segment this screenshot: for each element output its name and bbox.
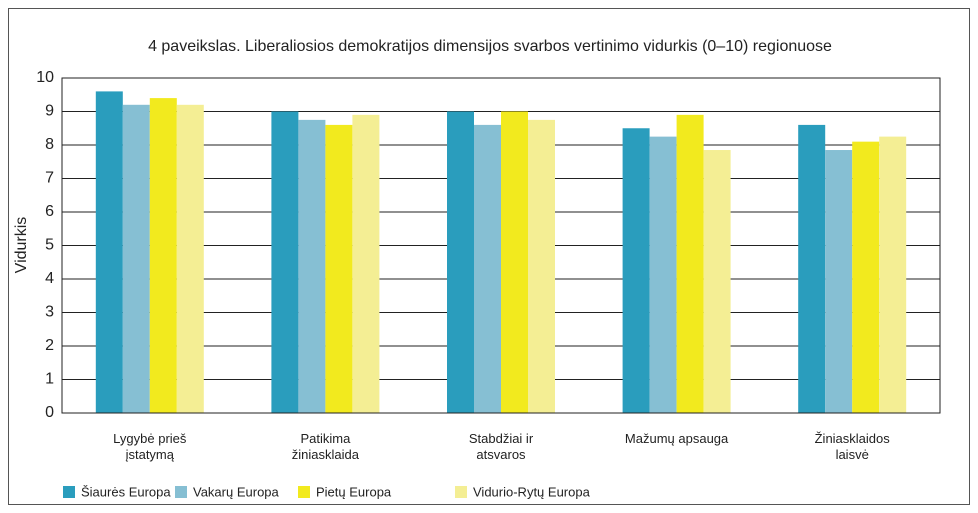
- legend-label: Šiaurės Europa: [81, 484, 171, 499]
- legend-label: Vakarų Europa: [193, 484, 280, 499]
- chart-title: 4 paveikslas. Liberaliosios demokratijos…: [148, 38, 832, 55]
- y-tick-label: 3: [45, 304, 54, 321]
- legend-swatch: [175, 486, 187, 498]
- legend-swatch: [455, 486, 467, 498]
- bar: [676, 114, 704, 413]
- bar: [649, 136, 677, 413]
- y-tick-label: 7: [45, 170, 54, 187]
- y-tick-label: 2: [45, 337, 54, 354]
- bar: [149, 98, 177, 413]
- legend-label: Pietų Europa: [316, 484, 392, 499]
- bar: [352, 114, 380, 413]
- bar: [501, 111, 528, 413]
- bar: [703, 150, 731, 413]
- bar: [447, 111, 474, 413]
- y-tick-label: 8: [45, 136, 54, 153]
- bar: [798, 124, 826, 414]
- bar: [298, 119, 326, 413]
- x-tick-label: Lygybė prieš įstatymą: [113, 431, 187, 462]
- bar: [122, 104, 150, 414]
- bar: [474, 124, 501, 414]
- y-tick-label: 5: [45, 237, 54, 254]
- bar: [176, 104, 204, 414]
- plot-border: [61, 77, 941, 414]
- x-tick-label: Mažumų apsauga: [624, 431, 729, 446]
- y-tick-label: 10: [36, 69, 54, 86]
- bar: [879, 136, 907, 413]
- bar: [528, 119, 555, 413]
- y-tick-label: 4: [45, 270, 54, 287]
- y-tick-label: 1: [45, 371, 54, 388]
- y-axis-label: Vidurkis: [13, 217, 30, 274]
- bar: [825, 150, 853, 413]
- legend-swatch: [298, 486, 310, 498]
- y-tick-label: 0: [45, 404, 54, 421]
- bar: [852, 141, 880, 413]
- y-tick-label: 6: [45, 203, 54, 220]
- legend-swatch: [63, 486, 75, 498]
- bar: [271, 111, 299, 413]
- bar: [325, 124, 353, 414]
- frame: [8, 8, 970, 505]
- x-tick-label: Žiniasklaidos laisvė: [814, 431, 890, 462]
- x-tick-label: Patikima žiniasklaida: [291, 431, 359, 462]
- x-tick-label: Stabdžiai ir atsvaros: [468, 431, 534, 462]
- bar: [95, 91, 123, 414]
- legend-label: Vidurio-Rytų Europa: [473, 484, 591, 499]
- bar: [622, 128, 650, 413]
- y-tick-label: 9: [45, 103, 54, 120]
